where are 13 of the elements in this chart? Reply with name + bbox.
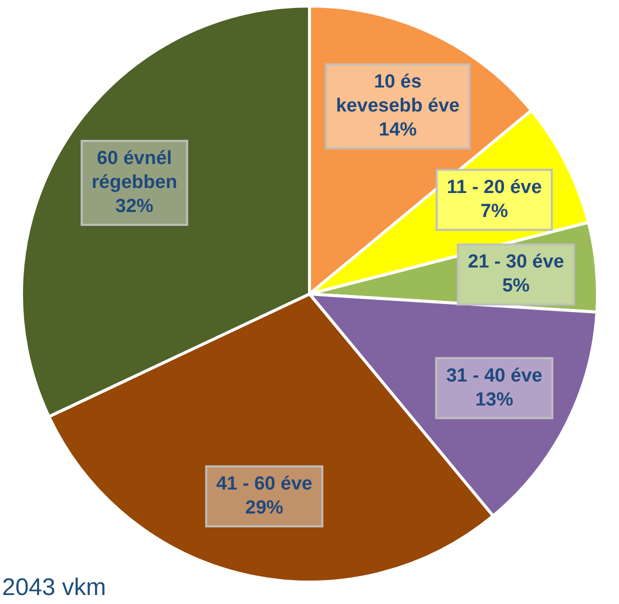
slice-label: 10 és kevesebb éve	[336, 72, 460, 117]
slice-label: 41 - 60 éve	[216, 474, 312, 495]
data-label: 13%	[475, 389, 514, 410]
data-label: 14%	[378, 120, 417, 141]
data-label: 5%	[502, 276, 530, 297]
data-label: 7%	[480, 201, 508, 222]
slice-label: 21 - 30 éve	[468, 252, 564, 273]
slice-label: 31 - 40 éve	[446, 365, 542, 386]
data-label: 29%	[245, 498, 284, 519]
data-label: 32%	[115, 196, 154, 218]
text: 2043 vkm	[2, 574, 106, 602]
slice-label: 11 - 20 éve	[446, 177, 542, 198]
slice-label: 60 évnél régebben	[92, 148, 178, 194]
